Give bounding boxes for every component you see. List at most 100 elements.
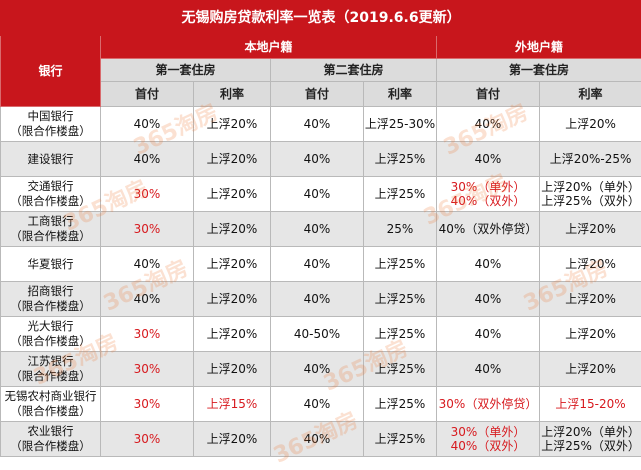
local-second-rate-cell: 上浮25% (364, 317, 437, 352)
cell-value: 上浮20% (194, 187, 270, 201)
table-row: 招商银行（限合作楼盘）40%上浮20%40%上浮25%40%上浮20% (1, 282, 641, 317)
cell-value: 40%（双外） (437, 194, 539, 208)
cell-value: 上浮25% (364, 257, 436, 271)
local-first-rate-cell: 上浮20% (194, 352, 271, 387)
nonlocal-first-rate-cell: 上浮20%-25% (540, 142, 641, 177)
cell-value: 30% (101, 222, 193, 236)
bank-name: 工商银行 (1, 214, 100, 229)
local-second-down-payment-cell: 40% (271, 247, 364, 282)
cell-value: 上浮25-30% (364, 117, 436, 131)
nonlocal-first-down-payment-cell: 40% (437, 282, 540, 317)
local-first-down-payment-cell: 30% (101, 422, 194, 457)
cell-value: 40% (101, 152, 193, 166)
nonlocal-first-rate-cell: 上浮20%（单外）上浮25%（双外） (540, 177, 641, 212)
bank-name-cell: 江苏银行（限合作楼盘） (1, 352, 101, 387)
cell-value: 40% (271, 432, 363, 446)
cell-value: 上浮25%（双外） (540, 194, 641, 208)
cell-value: 40% (271, 292, 363, 306)
cell-value: 30% (101, 327, 193, 341)
cell-value: 30%（单外） (437, 425, 539, 439)
nonlocal-first-rate-cell: 上浮20% (540, 247, 641, 282)
cell-value: 上浮20% (540, 327, 641, 341)
local-second-down-payment-cell: 40% (271, 282, 364, 317)
cell-value: 40% (101, 292, 193, 306)
cell-value: 上浮20% (540, 117, 641, 131)
local-first-rate-cell: 上浮20% (194, 107, 271, 142)
cell-value: 40% (271, 397, 363, 411)
local-second-down-payment-cell: 40-50% (271, 317, 364, 352)
bank-name: 建设银行 (1, 152, 100, 167)
local-second-rate-cell: 上浮25% (364, 387, 437, 422)
cell-value: 40-50% (271, 327, 363, 341)
local-second-rate-cell: 上浮25% (364, 352, 437, 387)
bank-name-cell: 农业银行（限合作楼盘） (1, 422, 101, 457)
local-second-rate-cell: 上浮25% (364, 247, 437, 282)
nonlocal-registry-header: 外地户籍 (437, 36, 641, 59)
rate-header: 利率 (194, 82, 271, 107)
local-second-down-payment-cell: 40% (271, 107, 364, 142)
local-second-rate-cell: 25% (364, 212, 437, 247)
nonlocal-first-home-header: 第一套住房 (437, 59, 641, 82)
local-first-rate-cell: 上浮20% (194, 212, 271, 247)
cell-value: 上浮20% (194, 152, 270, 166)
bank-note: （限合作楼盘） (1, 194, 100, 209)
local-first-rate-cell: 上浮15% (194, 387, 271, 422)
bank-name-cell: 工商银行（限合作楼盘） (1, 212, 101, 247)
cell-value: 上浮20%-25% (540, 152, 641, 166)
local-first-home-header: 第一套住房 (101, 59, 271, 82)
local-second-rate-cell: 上浮25% (364, 177, 437, 212)
table-row: 农业银行（限合作楼盘）30%上浮20%40%上浮25%30%（单外）40%（双外… (1, 422, 641, 457)
nonlocal-first-down-payment-cell: 40% (437, 317, 540, 352)
cell-value: 40% (437, 152, 539, 166)
rate-header: 利率 (364, 82, 437, 107)
local-first-rate-cell: 上浮20% (194, 177, 271, 212)
local-second-down-payment-cell: 40% (271, 212, 364, 247)
cell-value: 40%（双外） (437, 439, 539, 453)
cell-value: 上浮20%（单外） (540, 425, 641, 439)
cell-value: 30% (101, 362, 193, 376)
cell-value: 40% (437, 327, 539, 341)
bank-note: （限合作楼盘） (1, 334, 100, 349)
bank-name: 光大银行 (1, 319, 100, 334)
cell-value: 上浮20% (540, 222, 641, 236)
cell-value: 40% (271, 187, 363, 201)
cell-value: 上浮20% (194, 362, 270, 376)
bank-name: 交通银行 (1, 179, 100, 194)
local-second-rate-cell: 上浮25% (364, 422, 437, 457)
bank-note: （限合作楼盘） (1, 124, 100, 139)
bank-name: 无锡农村商业银行 (1, 389, 100, 404)
cell-value: 40% (271, 222, 363, 236)
bank-name-cell: 交通银行（限合作楼盘） (1, 177, 101, 212)
local-second-rate-cell: 上浮25% (364, 282, 437, 317)
local-first-rate-cell: 上浮20% (194, 247, 271, 282)
cell-value: 30%（单外） (437, 180, 539, 194)
nonlocal-first-down-payment-cell: 40% (437, 142, 540, 177)
rate-header: 利率 (540, 82, 641, 107)
cell-value: 上浮25% (364, 152, 436, 166)
table-row: 交通银行（限合作楼盘）30%上浮20%40%上浮25%30%（单外）40%（双外… (1, 177, 641, 212)
nonlocal-first-down-payment-cell: 40% (437, 107, 540, 142)
cell-value: 40% (437, 257, 539, 271)
cell-value: 上浮20% (540, 292, 641, 306)
local-first-rate-cell: 上浮20% (194, 282, 271, 317)
local-second-down-payment-cell: 40% (271, 352, 364, 387)
local-second-down-payment-cell: 40% (271, 142, 364, 177)
bank-note: （限合作楼盘） (1, 439, 100, 454)
cell-value: 40% (437, 292, 539, 306)
bank-name: 中国银行 (1, 109, 100, 124)
cell-value: 40% (271, 117, 363, 131)
table-row: 无锡农村商业银行（限合作楼盘）30%上浮15%40%上浮25%30%（双外停贷）… (1, 387, 641, 422)
local-second-rate-cell: 上浮25-30% (364, 107, 437, 142)
cell-value: 40% (271, 152, 363, 166)
local-second-down-payment-cell: 40% (271, 422, 364, 457)
cell-value: 40%（双外停贷） (437, 222, 539, 236)
table-body: 中国银行（限合作楼盘）40%上浮20%40%上浮25-30%40%上浮20%建设… (1, 107, 641, 457)
bank-name-cell: 无锡农村商业银行（限合作楼盘） (1, 387, 101, 422)
local-second-rate-cell: 上浮25% (364, 142, 437, 177)
bank-note: （限合作楼盘） (1, 299, 100, 314)
cell-value: 上浮25% (364, 187, 436, 201)
bank-column-header: 银行 (1, 36, 101, 107)
cell-value: 上浮25% (364, 432, 436, 446)
